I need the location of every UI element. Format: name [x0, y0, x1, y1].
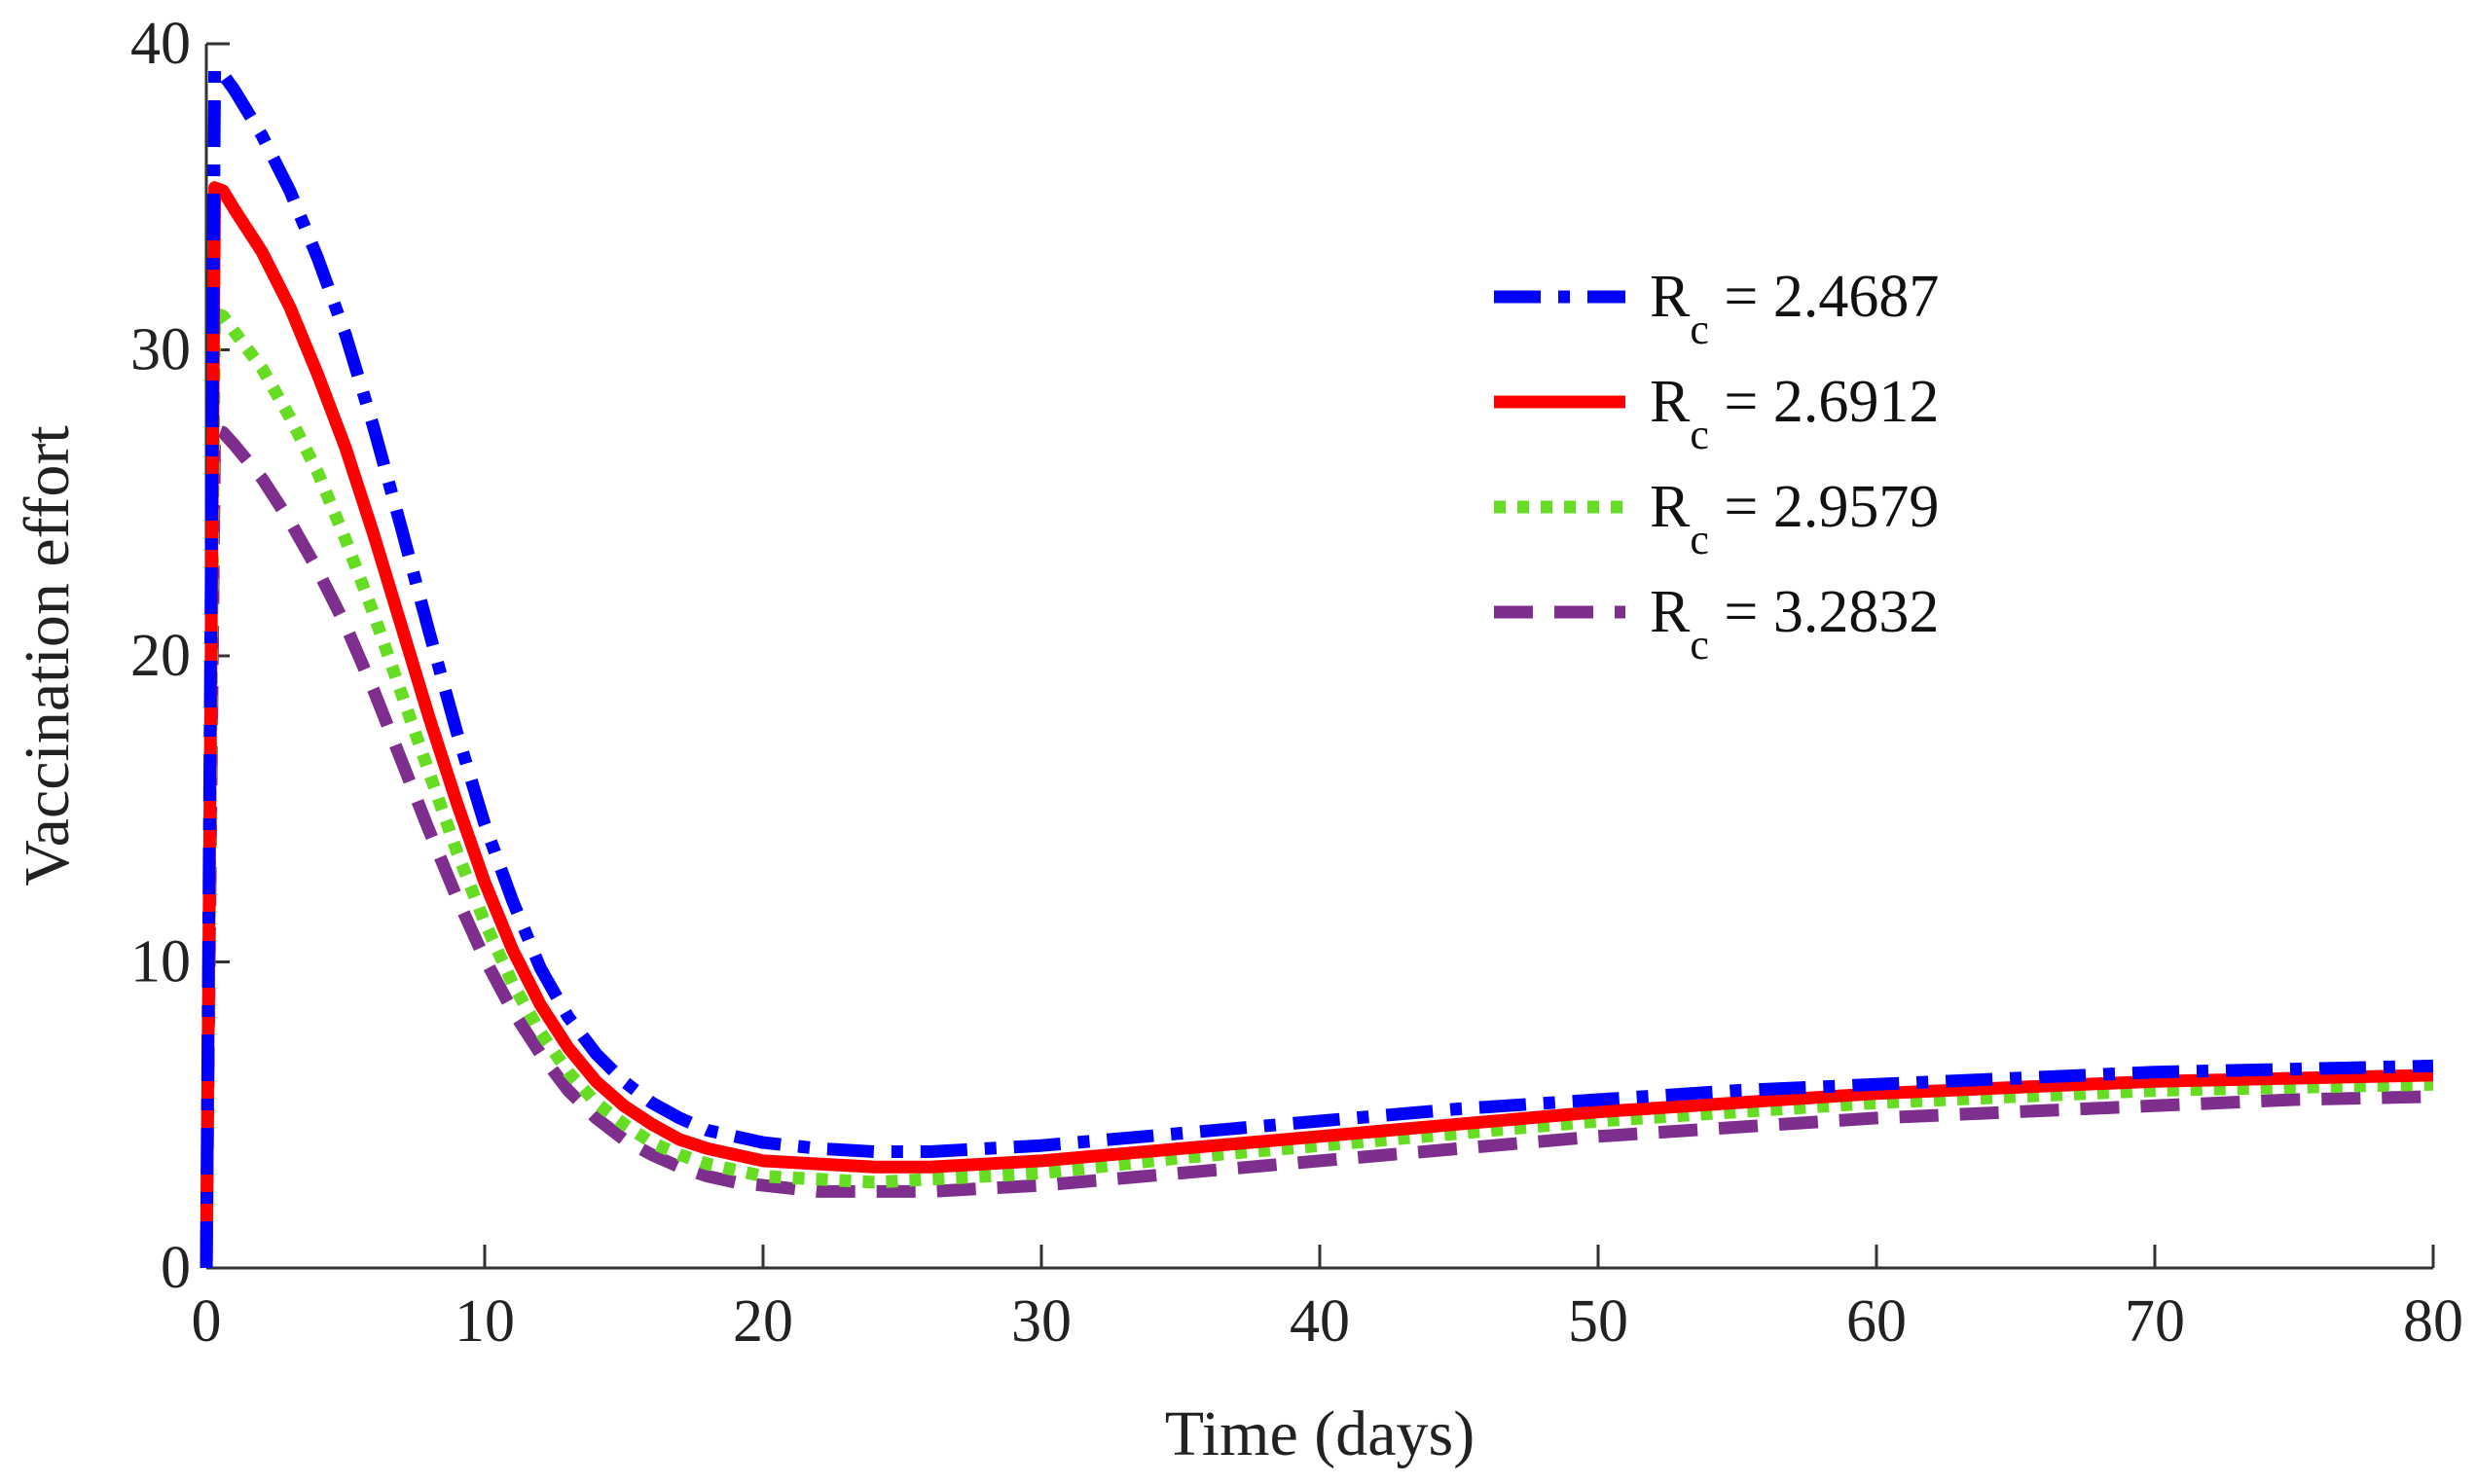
- x-tick-label: 80: [2403, 1288, 2463, 1355]
- legend-main: R: [1650, 264, 1691, 330]
- series-line-1: [200, 181, 2434, 1269]
- x-tick-label: 0: [192, 1288, 222, 1355]
- y-tick-label: 20: [130, 623, 191, 689]
- x-tick-label: 70: [2125, 1288, 2185, 1355]
- legend-value: = 2.6912: [1709, 369, 1939, 435]
- legend-subscript: c: [1690, 516, 1709, 563]
- x-axis-title: Time (days): [1165, 1398, 1475, 1469]
- legend-label-2: Rc = 2.9579: [1650, 474, 1939, 563]
- y-tick-label: 0: [161, 1235, 191, 1301]
- series-line-2: [200, 307, 2434, 1269]
- x-tick-label: 30: [1011, 1288, 1072, 1355]
- legend-main: R: [1650, 369, 1691, 435]
- y-axis-title: Vaccination effort: [12, 425, 83, 886]
- legend-value: = 2.9579: [1709, 474, 1939, 540]
- legend-main: R: [1650, 474, 1691, 540]
- legend-subscript: c: [1690, 411, 1709, 458]
- legend-main: R: [1650, 579, 1691, 645]
- legend-value: = 2.4687: [1709, 264, 1939, 330]
- y-tick-label: 40: [130, 11, 191, 77]
- legend-subscript: c: [1690, 306, 1709, 353]
- series-line-3: [200, 422, 2434, 1269]
- y-tick-label: 30: [130, 317, 191, 383]
- legend-label-0: Rc = 2.4687: [1650, 264, 1939, 353]
- x-tick-label: 40: [1290, 1288, 1350, 1355]
- x-tick-label: 10: [455, 1288, 515, 1355]
- legend-value: = 3.2832: [1709, 579, 1939, 645]
- x-tick-label: 50: [1568, 1288, 1628, 1355]
- legend-subscript: c: [1690, 621, 1709, 669]
- x-tick-label: 60: [1846, 1288, 1907, 1355]
- series-layer: [200, 61, 2434, 1269]
- x-tick-label: 20: [733, 1288, 793, 1355]
- series-line-0: [200, 61, 2434, 1269]
- legend-label-1: Rc = 2.6912: [1650, 369, 1939, 458]
- y-tick-label: 10: [130, 929, 191, 995]
- legend-label-3: Rc = 3.2832: [1650, 579, 1939, 669]
- tick-labels: 0 10 20 30 40 50 60 70 80 0 10 20 30 40: [130, 11, 2463, 1355]
